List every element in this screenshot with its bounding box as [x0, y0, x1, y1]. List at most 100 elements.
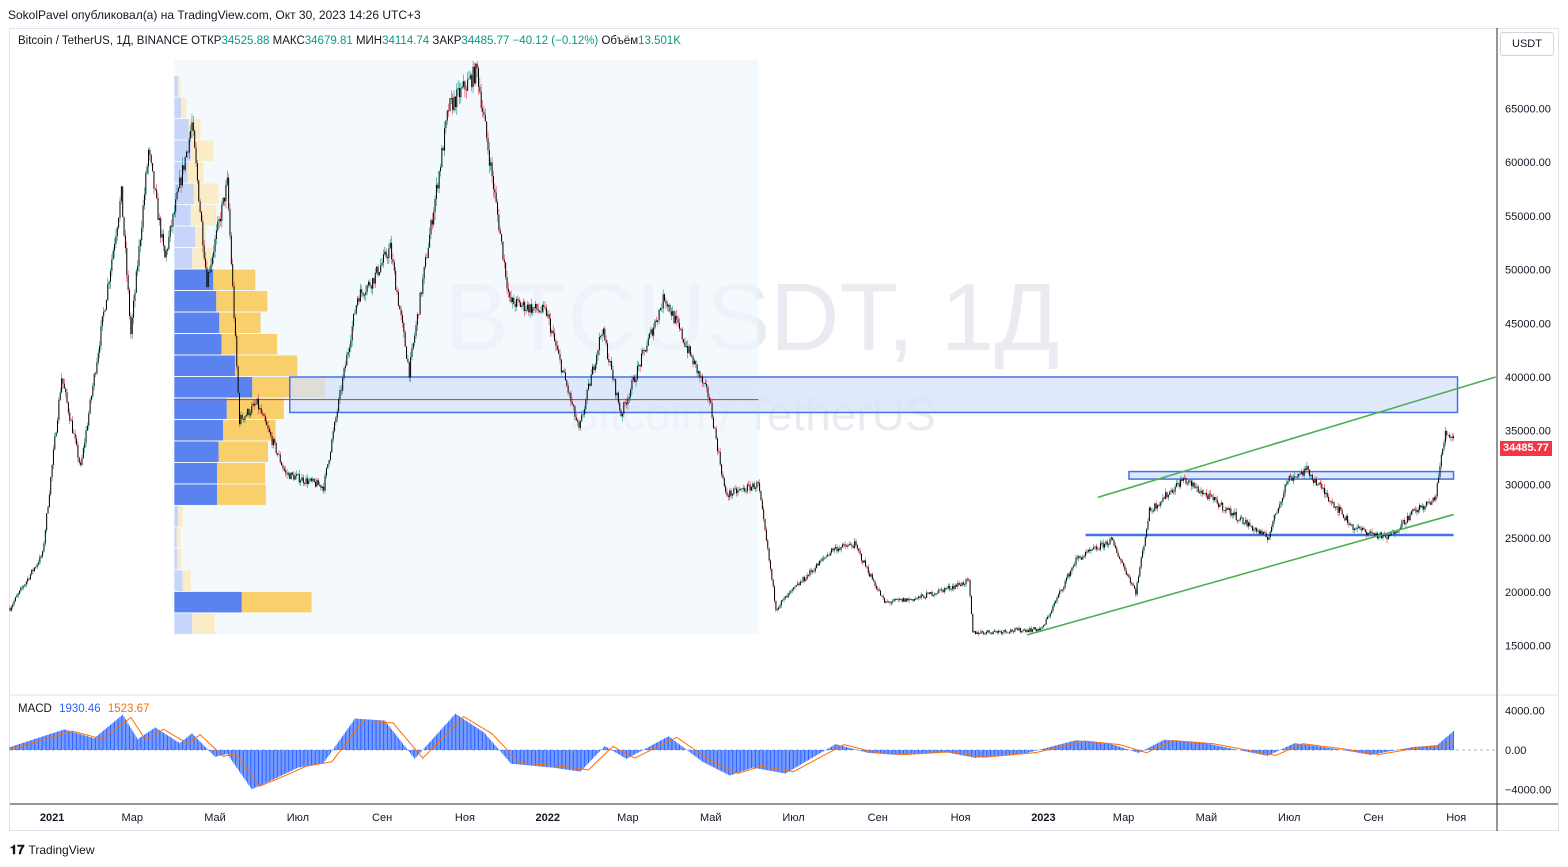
candle-body	[854, 541, 856, 548]
candle-body	[90, 395, 92, 400]
candle-body	[115, 236, 117, 245]
candle-body	[81, 458, 83, 465]
candle-body	[1143, 546, 1145, 551]
candle-body	[359, 289, 361, 302]
candle-body	[994, 630, 996, 632]
candle-body	[28, 578, 30, 580]
candle-body	[903, 598, 905, 602]
candle-body	[1204, 492, 1206, 494]
candle-body	[645, 350, 647, 352]
candle-body	[1230, 508, 1232, 516]
candle-body	[771, 568, 773, 580]
candle-body	[581, 415, 583, 421]
candle-body	[32, 569, 34, 571]
candle-body	[230, 235, 232, 265]
candle-body	[1220, 502, 1222, 505]
candle-body	[222, 197, 224, 205]
volume-profile-row-down	[241, 591, 312, 613]
candle-body	[748, 484, 750, 486]
candle-body	[875, 586, 877, 589]
volume-profile-row-down	[218, 441, 269, 462]
candle-body	[142, 205, 144, 228]
candle-body	[908, 598, 910, 601]
candle-body	[20, 587, 22, 591]
footer-brand[interactable]: 𝟏𝟕 TradingView	[10, 842, 95, 858]
candle-body	[251, 406, 253, 414]
candle-body	[729, 490, 731, 497]
candle-body	[702, 376, 704, 384]
candle-body	[124, 235, 126, 249]
candle-body	[1136, 582, 1138, 595]
candle-body	[1078, 556, 1080, 559]
candle-body	[878, 589, 880, 591]
candle-body	[310, 478, 312, 481]
candle-body	[65, 388, 67, 393]
candle-body	[662, 294, 664, 309]
candle-body	[889, 601, 891, 604]
candle-body	[247, 409, 249, 415]
candle-body	[272, 439, 274, 446]
candle-body	[460, 87, 462, 98]
candle-body	[627, 398, 629, 405]
candle-body	[745, 491, 747, 493]
candle-body	[1315, 479, 1317, 486]
candle-body	[376, 266, 378, 273]
candle-body	[1148, 507, 1150, 522]
candle-body	[1238, 519, 1240, 521]
close-value: 34485.77	[461, 35, 510, 47]
candle-body	[267, 425, 269, 429]
candle-body	[1162, 497, 1164, 502]
candle-body	[1387, 535, 1389, 540]
currency-unit-button[interactable]: USDT	[1500, 32, 1554, 56]
candle-body	[683, 339, 685, 343]
candle-body	[984, 633, 986, 635]
candle-body	[384, 251, 386, 255]
candle-body	[805, 579, 807, 581]
volume-profile-row-up	[174, 419, 224, 441]
candle-body	[488, 150, 490, 166]
candle-body	[1177, 483, 1179, 484]
candle-body	[820, 560, 822, 562]
candle-body	[1341, 510, 1343, 515]
candle-body	[1300, 471, 1302, 474]
candle-body	[396, 290, 398, 292]
candle-body	[1234, 511, 1236, 516]
candle-body	[1326, 492, 1328, 497]
candle-body	[308, 480, 310, 485]
candle-body	[1137, 576, 1139, 583]
candle-body	[1438, 477, 1440, 484]
candle-body	[549, 318, 551, 333]
candle-body	[818, 560, 820, 566]
candle-body	[1085, 551, 1087, 556]
candle-body	[316, 480, 318, 487]
candle-body	[78, 457, 80, 463]
candle-body	[156, 189, 158, 198]
candle-body	[738, 489, 740, 491]
candle-body	[1344, 517, 1346, 521]
candle-body	[676, 315, 678, 320]
candle-body	[1151, 510, 1153, 512]
candle-body	[790, 590, 792, 593]
candle-body	[290, 472, 292, 480]
candle-body	[491, 162, 493, 177]
candle-body	[55, 432, 57, 437]
candle-body	[1306, 466, 1308, 470]
candle-body	[416, 314, 418, 326]
candle-body	[1352, 524, 1354, 530]
candle-body	[764, 519, 766, 530]
candle-body	[262, 413, 264, 415]
candle-body	[985, 631, 987, 634]
candle-body	[661, 308, 663, 310]
candle-body	[71, 420, 73, 434]
candle-body	[1182, 478, 1184, 481]
candle-body	[1030, 628, 1032, 632]
candle-body	[540, 311, 542, 313]
candle-body	[744, 488, 746, 492]
candle-body	[218, 218, 220, 222]
candle-body	[536, 303, 538, 310]
candle-body	[943, 588, 945, 593]
candle-body	[452, 98, 454, 111]
candle-body	[1032, 629, 1034, 632]
candle-body	[283, 468, 285, 471]
